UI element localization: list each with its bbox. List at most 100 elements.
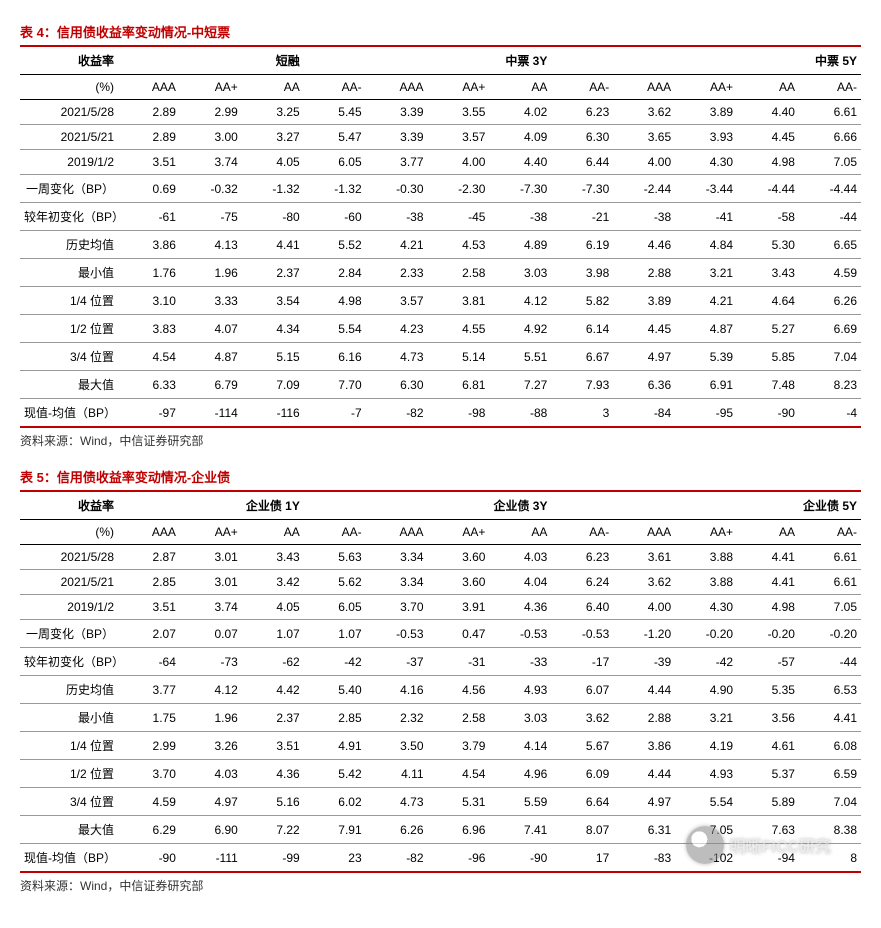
cell: -88 — [489, 399, 551, 428]
col-group — [428, 46, 490, 75]
cell: -31 — [428, 648, 490, 676]
cell: -4 — [799, 399, 861, 428]
col-header: AA- — [304, 520, 366, 545]
col-header: (%) — [20, 75, 118, 100]
cell: 2.88 — [613, 259, 675, 287]
col-group: 短融 — [242, 46, 304, 75]
cell: 4.05 — [242, 150, 304, 175]
cell: 8.23 — [799, 371, 861, 399]
cell: 3.57 — [366, 287, 428, 315]
cell: 3.26 — [180, 732, 242, 760]
cell: 4.89 — [489, 231, 551, 259]
table-row: 历史均值3.774.124.425.404.164.564.936.074.44… — [20, 676, 861, 704]
cell: 5.47 — [304, 125, 366, 150]
row-label: 最大值 — [20, 371, 118, 399]
cell: 3.74 — [180, 150, 242, 175]
cell: -116 — [242, 399, 304, 428]
cell: -94 — [737, 844, 799, 873]
cell: 4.87 — [180, 343, 242, 371]
cell: 3.43 — [242, 545, 304, 570]
cell: 4.23 — [366, 315, 428, 343]
cell: -4.44 — [799, 175, 861, 203]
cell: 7.05 — [799, 595, 861, 620]
row-label: 2019/1/2 — [20, 595, 118, 620]
cell: -99 — [242, 844, 304, 873]
cell: 5.30 — [737, 231, 799, 259]
cell: 3.77 — [118, 676, 180, 704]
cell: 5.40 — [304, 676, 366, 704]
cell: 6.67 — [551, 343, 613, 371]
col-group — [737, 491, 799, 520]
cell: 4.45 — [613, 315, 675, 343]
cell: -3.44 — [675, 175, 737, 203]
row-label: 历史均值 — [20, 231, 118, 259]
cell: 4.16 — [366, 676, 428, 704]
cell: 1.07 — [304, 620, 366, 648]
row-label: 2021/5/21 — [20, 125, 118, 150]
table-row: 一周变化（BP）0.69-0.32-1.32-1.32-0.30-2.30-7.… — [20, 175, 861, 203]
cell: 5.39 — [675, 343, 737, 371]
col-group — [304, 491, 366, 520]
cell: 4.55 — [428, 315, 490, 343]
cell: 0.69 — [118, 175, 180, 203]
cell: 7.70 — [304, 371, 366, 399]
cell: 4.46 — [613, 231, 675, 259]
cell: 2.88 — [613, 704, 675, 732]
cell: 5.54 — [675, 788, 737, 816]
row-label: 2019/1/2 — [20, 150, 118, 175]
cell: 5.37 — [737, 760, 799, 788]
cell: 3.89 — [613, 287, 675, 315]
cell: 3.70 — [118, 760, 180, 788]
cell: 4.36 — [242, 760, 304, 788]
cell: 4.19 — [675, 732, 737, 760]
cell: 5.42 — [304, 760, 366, 788]
cell: 6.29 — [118, 816, 180, 844]
cell: 6.31 — [613, 816, 675, 844]
cell: 4.03 — [180, 760, 242, 788]
cell: 2.37 — [242, 259, 304, 287]
cell: -102 — [675, 844, 737, 873]
cell: 5.51 — [489, 343, 551, 371]
col-header: AAA — [366, 75, 428, 100]
cell: -45 — [428, 203, 490, 231]
cell: 8.07 — [551, 816, 613, 844]
cell: 7.04 — [799, 343, 861, 371]
cell: 1.76 — [118, 259, 180, 287]
cell: 5.15 — [242, 343, 304, 371]
cell: -111 — [180, 844, 242, 873]
cell: 6.16 — [304, 343, 366, 371]
table-row: 现值-均值（BP）-97-114-116-7-82-98-883-84-95-9… — [20, 399, 861, 428]
col-group — [118, 46, 180, 75]
cell: -84 — [613, 399, 675, 428]
cell: 2.89 — [118, 100, 180, 125]
cell: 4.04 — [489, 570, 551, 595]
cell: 8 — [799, 844, 861, 873]
table-row: 最大值6.336.797.097.706.306.817.277.936.366… — [20, 371, 861, 399]
cell: 4.34 — [242, 315, 304, 343]
table4-header-groups: 收益率短融中票 3Y中票 5Y — [20, 46, 861, 75]
cell: 7.41 — [489, 816, 551, 844]
cell: 6.81 — [428, 371, 490, 399]
cell: 4.73 — [366, 788, 428, 816]
cell: 3.65 — [613, 125, 675, 150]
cell: 3.88 — [675, 570, 737, 595]
cell: 3.03 — [489, 704, 551, 732]
cell: 3.51 — [118, 595, 180, 620]
cell: -37 — [366, 648, 428, 676]
cell: 5.89 — [737, 788, 799, 816]
cell: 6.30 — [366, 371, 428, 399]
cell: 4.73 — [366, 343, 428, 371]
cell: 3.93 — [675, 125, 737, 150]
table5-header-groups: 收益率企业债 1Y企业债 3Y企业债 5Y — [20, 491, 861, 520]
cell: 1.96 — [180, 259, 242, 287]
cell: 3.61 — [613, 545, 675, 570]
col-header: AA — [489, 75, 551, 100]
cell: 4.03 — [489, 545, 551, 570]
cell: 4.30 — [675, 150, 737, 175]
table-row: 一周变化（BP）2.070.071.071.07-0.530.47-0.53-0… — [20, 620, 861, 648]
cell: 5.14 — [428, 343, 490, 371]
cell: -97 — [118, 399, 180, 428]
cell: -0.53 — [489, 620, 551, 648]
col-header: AA+ — [428, 520, 490, 545]
cell: 4.44 — [613, 676, 675, 704]
